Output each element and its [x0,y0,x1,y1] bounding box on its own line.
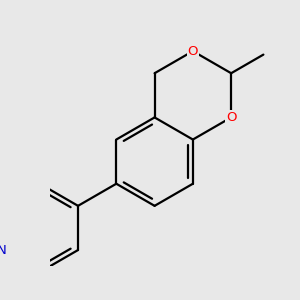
Text: O: O [226,111,236,124]
Text: N: N [0,244,6,256]
Text: O: O [188,45,198,58]
